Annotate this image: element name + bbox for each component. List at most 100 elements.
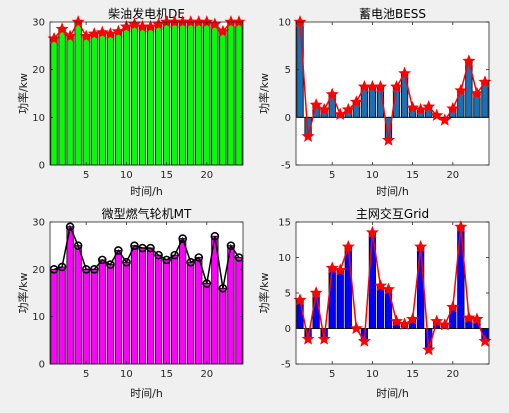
data-point (154, 250, 163, 260)
y-tick-label: 5 (285, 289, 291, 300)
data-point (333, 263, 347, 276)
data-point (390, 80, 404, 93)
x-tick-label: 10 (120, 170, 133, 181)
y-tick-label: 15 (278, 218, 291, 229)
data-point (71, 15, 85, 28)
bar (376, 285, 385, 329)
bar (154, 23, 163, 166)
data-point (446, 101, 460, 115)
data-point (398, 66, 412, 79)
bar (114, 31, 122, 166)
data-point (89, 265, 99, 274)
data-point (81, 265, 91, 274)
plot-area (296, 222, 489, 364)
bar (90, 268, 98, 365)
bar (195, 257, 203, 365)
bar (227, 21, 235, 166)
bar (98, 259, 106, 365)
bar (130, 245, 139, 365)
bar (312, 292, 320, 329)
x-tick-label: 15 (160, 170, 173, 181)
x-tick-label: 10 (120, 369, 133, 380)
data-point (373, 279, 387, 292)
axes-box (49, 21, 244, 166)
x-axis-label: 时间/h (130, 387, 163, 400)
data-point (357, 334, 371, 347)
data-point (144, 19, 158, 33)
bar (344, 246, 352, 329)
bar (82, 35, 90, 166)
data-point (422, 342, 436, 356)
data-point (218, 283, 228, 293)
y-tick-label: 10 (32, 113, 45, 124)
bar (98, 32, 106, 166)
bar (138, 247, 147, 365)
y-tick-label: 10 (32, 312, 45, 323)
data-point (103, 27, 117, 40)
data-point (301, 332, 315, 345)
data-point (202, 279, 212, 288)
bar (146, 26, 155, 166)
x-tick-label: 15 (406, 170, 419, 181)
x-tick-label: 15 (406, 369, 419, 380)
data-point (146, 243, 155, 253)
data-point (186, 257, 196, 267)
bar (58, 266, 66, 365)
bar (106, 33, 114, 166)
data-point (63, 29, 77, 42)
bar (106, 264, 114, 365)
data-point (325, 261, 339, 274)
plot-area (50, 22, 243, 165)
bar (58, 28, 66, 166)
x-tick-label: 20 (446, 369, 459, 380)
bar (82, 268, 90, 365)
data-point (293, 15, 307, 28)
bar (66, 226, 74, 365)
x-axis-label: 时间/h (376, 387, 409, 400)
data-point (446, 300, 460, 313)
data-point (106, 260, 115, 269)
data-point (422, 100, 436, 113)
data-point (438, 113, 452, 126)
data-point (55, 22, 69, 35)
x-tick-label: 5 (83, 369, 89, 380)
data-point (414, 102, 428, 116)
series-line (299, 226, 486, 351)
data-point (438, 318, 452, 331)
x-tick-label: 5 (83, 170, 89, 181)
bar (74, 245, 82, 365)
y-tick-label: 30 (32, 218, 45, 229)
bar (187, 21, 195, 166)
data-point (130, 241, 139, 250)
data-point (454, 83, 468, 97)
x-tick-label: 15 (160, 369, 173, 380)
x-tick-label: 20 (446, 170, 459, 181)
y-tick-label: 30 (32, 18, 45, 29)
axes-box (295, 21, 490, 166)
y-tick-label: 0 (285, 113, 291, 124)
x-tick-label: 5 (329, 170, 335, 181)
axes-box (49, 221, 244, 365)
data-point (414, 240, 428, 253)
y-tick-label: 0 (39, 360, 45, 371)
bar (219, 287, 227, 365)
y-axis-label: 功率/kw (16, 272, 30, 313)
bar (235, 257, 243, 365)
bar (122, 261, 131, 365)
bar (114, 249, 122, 365)
data-point (301, 129, 315, 142)
y-tick-label: 20 (32, 265, 45, 276)
data-point (365, 225, 379, 239)
data-point (127, 17, 141, 30)
data-point (341, 240, 355, 253)
data-point (194, 253, 204, 262)
bar (417, 246, 425, 329)
data-point (462, 311, 476, 324)
bar (162, 21, 171, 166)
data-point (114, 246, 123, 255)
data-point (210, 231, 220, 241)
data-point (373, 80, 387, 93)
bar (146, 247, 155, 365)
y-tick-label: 10 (278, 253, 291, 264)
